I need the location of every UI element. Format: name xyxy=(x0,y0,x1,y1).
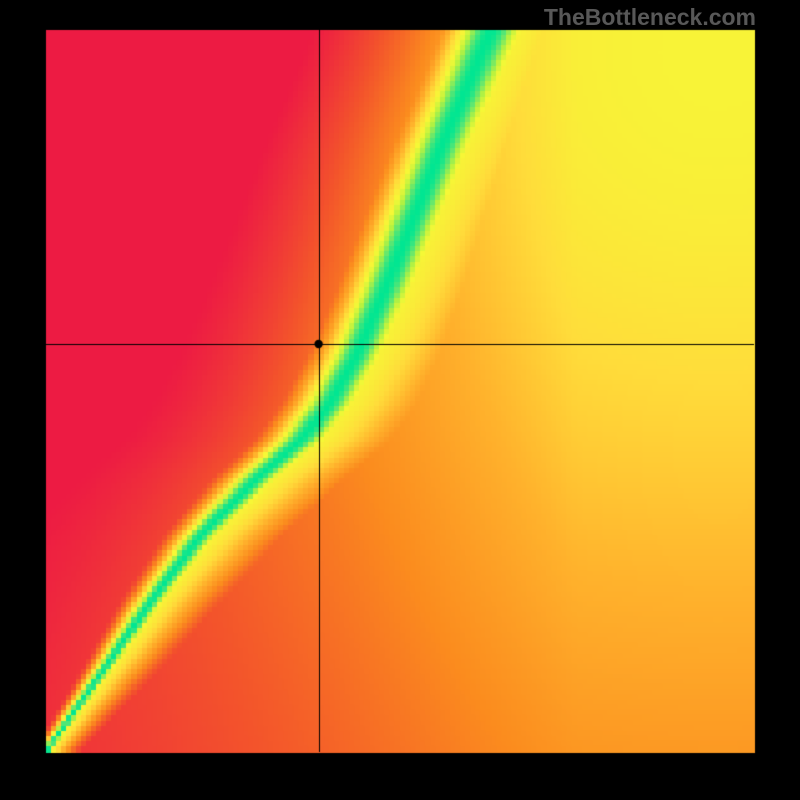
bottleneck-heatmap xyxy=(0,0,800,800)
watermark-text: TheBottleneck.com xyxy=(544,4,756,31)
